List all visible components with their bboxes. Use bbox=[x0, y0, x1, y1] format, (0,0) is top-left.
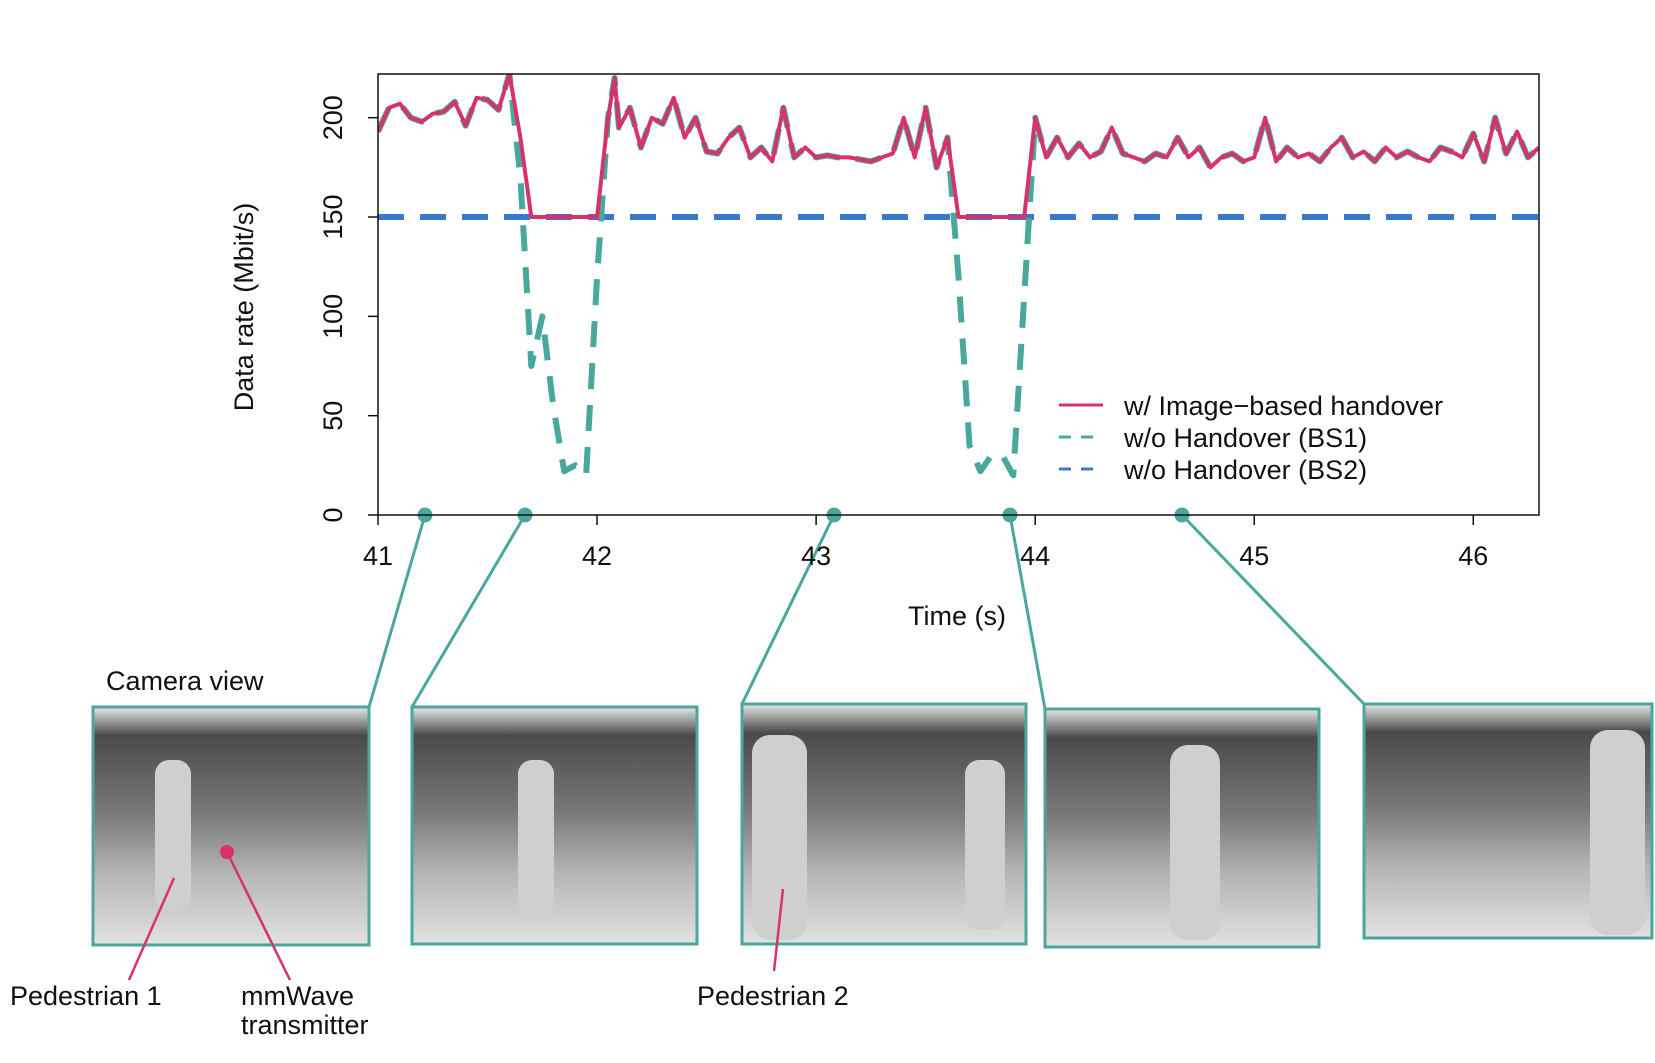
arrow bbox=[127, 877, 176, 981]
connector bbox=[1180, 513, 1366, 706]
plot-lines bbox=[378, 74, 1539, 479]
annotation: mmWave bbox=[241, 981, 354, 1011]
y-tick-label: 50 bbox=[318, 401, 348, 431]
connector bbox=[1008, 514, 1047, 710]
x-tick-label: 43 bbox=[801, 541, 831, 571]
x-tick-label: 45 bbox=[1239, 541, 1269, 571]
arrow bbox=[225, 851, 292, 981]
camera-frames bbox=[91, 507, 1654, 949]
data-line bbox=[378, 74, 1539, 219]
y-tick-label: 100 bbox=[318, 294, 348, 339]
legend-label: w/o Handover (BS2) bbox=[1123, 455, 1367, 485]
legend-label: w/ Image−based handover bbox=[1123, 391, 1443, 421]
annotation: transmitter bbox=[241, 1010, 369, 1040]
annotations: Camera view Pedestrian 1 mmWave transmit… bbox=[10, 666, 849, 1040]
plot-frame bbox=[377, 73, 1540, 516]
x-tick-label: 42 bbox=[582, 541, 612, 571]
annotation: Pedestrian 1 bbox=[10, 981, 162, 1011]
x-axis-label: Time (s) bbox=[908, 601, 1006, 631]
y-tick-label: 200 bbox=[318, 95, 348, 140]
annotation: Pedestrian 2 bbox=[697, 981, 849, 1011]
depth-image bbox=[91, 705, 371, 947]
connector bbox=[410, 514, 527, 708]
depth-image bbox=[410, 705, 699, 946]
x-tick-label: 44 bbox=[1020, 541, 1050, 571]
legend-label: w/o Handover (BS1) bbox=[1123, 423, 1367, 453]
y-tick-label: 150 bbox=[318, 194, 348, 239]
pedestrian-silhouettes bbox=[155, 730, 1645, 940]
x-tick-label: 41 bbox=[363, 541, 393, 571]
connector bbox=[740, 514, 836, 705]
y-tick-label: 0 bbox=[318, 507, 348, 522]
arrow bbox=[772, 888, 785, 972]
connector bbox=[367, 514, 427, 708]
annotation: Camera view bbox=[106, 666, 264, 696]
x-tick-label: 46 bbox=[1458, 541, 1488, 571]
transmitter-dot bbox=[220, 845, 234, 859]
y-axis-label: Data rate (Mbit/s) bbox=[229, 203, 259, 412]
